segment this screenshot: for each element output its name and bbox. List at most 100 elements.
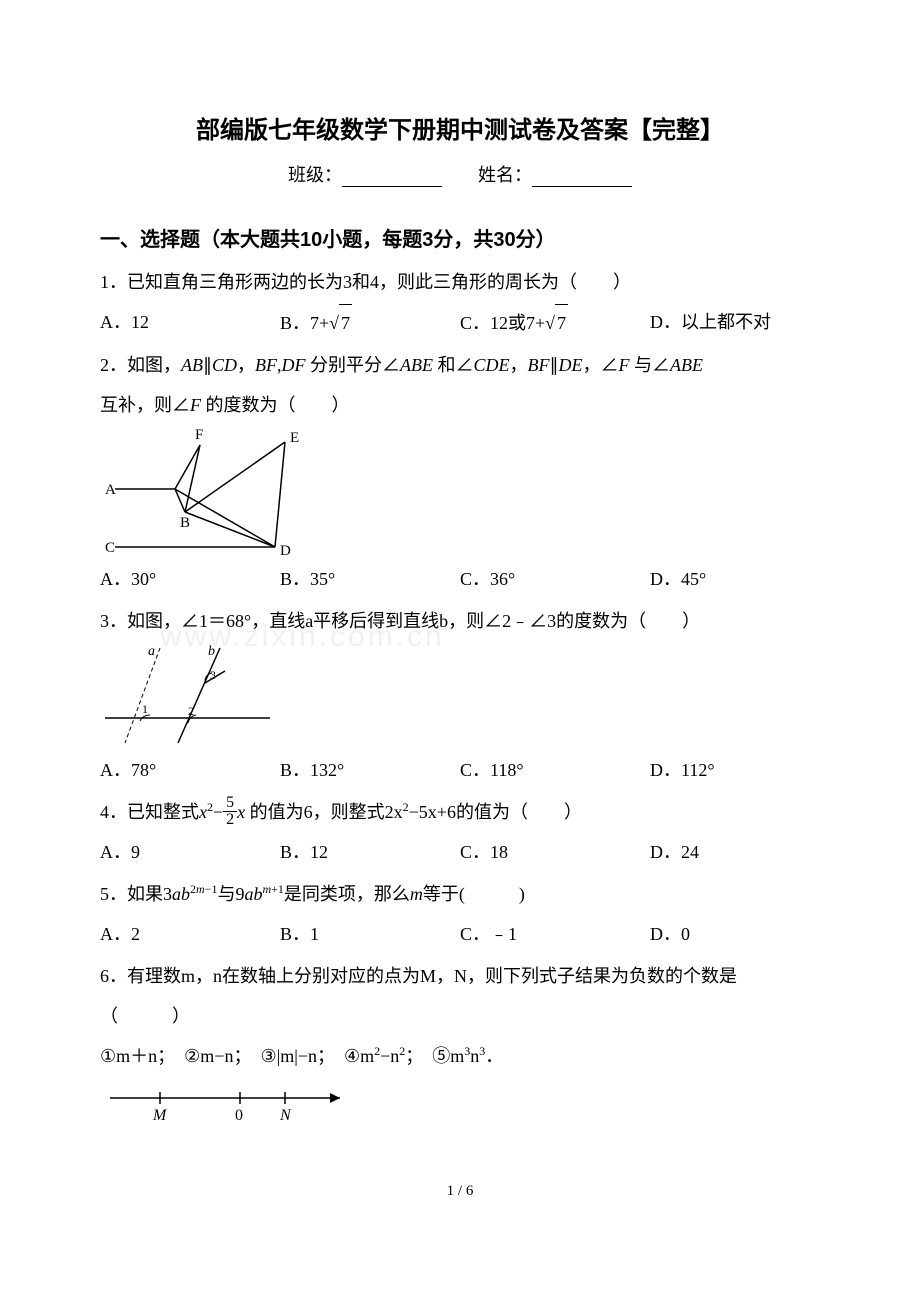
q4-x: x xyxy=(199,802,207,822)
q3-opt-c[interactable]: C．118° xyxy=(460,752,650,788)
question-1: 1．已知直角三角形两边的长为3和4，则此三角形的周长为（ ） xyxy=(100,264,820,300)
q2-opt-a[interactable]: A．30° xyxy=(100,561,280,597)
class-blank[interactable] xyxy=(342,168,442,187)
q2-figure: A B C D E F xyxy=(100,427,320,557)
q4-num: 5 xyxy=(223,795,237,812)
q2-t4: 与∠ xyxy=(630,355,671,375)
q6-s4: ； xyxy=(405,1046,423,1066)
question-2-line1: 2．如图，AB∥CD，BF,DF 分别平分∠ABE 和∠CDE，BF∥DE，∠F… xyxy=(100,347,820,383)
q2-p2: ∥ xyxy=(550,355,559,375)
question-6-exprs: ①m＋n； ②m−n； ③|m|−n； ④m2−n2； ⑤m3n3． xyxy=(100,1038,820,1074)
q5-ab2: ab xyxy=(244,884,262,904)
q4-opt-b[interactable]: B．12 xyxy=(280,834,460,870)
q1-opt-a[interactable]: A．12 xyxy=(100,304,280,341)
svg-text:F: F xyxy=(195,427,203,443)
document-title: 部编版七年级数学下册期中测试卷及答案【完整】 xyxy=(100,110,820,145)
q1-b-rad: 7 xyxy=(339,304,352,341)
question-6-line1: 6．有理数m，n在数轴上分别对应的点为M，N，则下列式子结果为负数的个数是 xyxy=(100,958,820,994)
q2-t3: ，∠ xyxy=(583,355,619,375)
q1-opt-c[interactable]: C．12或7+7 xyxy=(460,304,650,341)
svg-text:a: a xyxy=(148,644,155,659)
q3-options: A．78° B．132° C．118° D．112° xyxy=(100,752,820,788)
q2-opt-c[interactable]: C．36° xyxy=(460,561,650,597)
q5-e1c: −1 xyxy=(205,882,218,896)
section-1-title: 一、选择题（本大题共10小题，每题3分，共30分） xyxy=(100,223,820,252)
q6-s1: ； xyxy=(157,1046,175,1066)
q2-t1: 分别平分∠ xyxy=(306,355,401,375)
q5-options: A．2 B．1 C．﹣1 D．0 xyxy=(100,916,820,952)
q6-e5c: n xyxy=(470,1046,479,1066)
q4-den: 2 xyxy=(223,812,237,828)
q2-t0: 2．如图， xyxy=(100,355,181,375)
q2-l2a: 互补，则∠ xyxy=(100,395,190,415)
page-number: 1 / 6 xyxy=(100,1183,820,1200)
q5-m: m xyxy=(410,884,423,904)
q6-c3: ③ xyxy=(260,1046,276,1066)
q6-e3b: −n xyxy=(298,1046,317,1066)
student-info-line: 班级： 姓名： xyxy=(100,161,820,187)
svg-text:1: 1 xyxy=(142,702,148,716)
q3-opt-a[interactable]: A．78° xyxy=(100,752,280,788)
svg-text:3: 3 xyxy=(210,668,216,682)
q6-e5a: m xyxy=(450,1046,464,1066)
q2-c3: ， xyxy=(510,355,528,375)
q5-post2: 等于( ) xyxy=(423,884,525,904)
q5-e2a: m xyxy=(262,882,271,896)
q2-l2b: F xyxy=(190,395,201,415)
q2-bf: BF xyxy=(255,355,277,375)
q6-e2: m−n xyxy=(200,1046,233,1066)
name-blank[interactable] xyxy=(532,168,632,187)
q3-opt-d[interactable]: D．112° xyxy=(650,752,715,788)
q4-opt-c[interactable]: C．18 xyxy=(460,834,650,870)
q5-opt-d[interactable]: D．0 xyxy=(650,916,690,952)
q2-abe: ABE xyxy=(400,355,433,375)
q6-e3a: |m| xyxy=(277,1046,298,1066)
q3-opt-b[interactable]: B．132° xyxy=(280,752,460,788)
q4-minus: − xyxy=(213,802,223,822)
svg-text:0: 0 xyxy=(235,1107,243,1124)
q2-f: F xyxy=(619,355,630,375)
q4-opt-d[interactable]: D．24 xyxy=(650,834,699,870)
q5-opt-b[interactable]: B．1 xyxy=(280,916,460,952)
q5-e2b: +1 xyxy=(271,882,284,896)
svg-text:C: C xyxy=(105,540,115,556)
q5-opt-c[interactable]: C．﹣1 xyxy=(460,916,650,952)
svg-text:b: b xyxy=(208,644,215,659)
name-label: 姓名： xyxy=(478,165,532,185)
q2-t2: 和∠ xyxy=(433,355,474,375)
q6-c4: ④ xyxy=(344,1046,360,1066)
q1-options: A．12 B．7+ 7 C．12或7+7 D．以上都不对 xyxy=(100,304,820,341)
q2-opt-b[interactable]: B．35° xyxy=(280,561,460,597)
svg-text:E: E xyxy=(290,430,299,446)
question-3: 3．如图，∠1＝68°，直线a平移后得到直线b，则∠2﹣∠3的度数为（ ） xyxy=(100,603,820,639)
q5-opt-a[interactable]: A．2 xyxy=(100,916,280,952)
q2-opt-d[interactable]: D．45° xyxy=(650,561,706,597)
question-5: 5．如果3ab2m−1与9abm+1是同类项，那么m等于( ) xyxy=(100,876,820,912)
svg-text:D: D xyxy=(280,543,291,557)
q6-c5: ⑤ xyxy=(432,1046,450,1066)
q5-post: 是同类项，那么 xyxy=(284,884,410,904)
q4-opt-a[interactable]: A．9 xyxy=(100,834,280,870)
q1-c-rad: 7 xyxy=(555,304,568,341)
q6-s2: ； xyxy=(233,1046,251,1066)
q3-figure: a b 1 2 3 xyxy=(100,643,280,748)
q1-opt-b[interactable]: B．7+ 7 xyxy=(280,304,460,341)
q2-p1: ∥ xyxy=(203,355,212,375)
svg-text:A: A xyxy=(105,482,116,498)
svg-text:N: N xyxy=(279,1107,292,1124)
q4-pre: 4．已知整式 xyxy=(100,802,199,822)
q2-abe2: ABE xyxy=(670,355,703,375)
q5-pre: 5．如果3 xyxy=(100,884,172,904)
q2-bf2: BF xyxy=(528,355,550,375)
q2-c1: ， xyxy=(237,355,255,375)
question-2-line2: 互补，则∠F 的度数为（ ） xyxy=(100,387,820,423)
q4-options: A．9 B．12 C．18 D．24 xyxy=(100,834,820,870)
q1-b-pre: B．7+ xyxy=(280,313,329,333)
class-label: 班级： xyxy=(288,165,342,185)
q1-opt-d[interactable]: D．以上都不对 xyxy=(650,304,771,341)
q5-mid: 与9 xyxy=(217,884,244,904)
q6-e1: m＋n xyxy=(116,1046,157,1066)
q4-post: 的值为6，则整式2x xyxy=(245,802,403,822)
q5-ab1: ab xyxy=(172,884,190,904)
q6-c1: ① xyxy=(100,1046,116,1066)
